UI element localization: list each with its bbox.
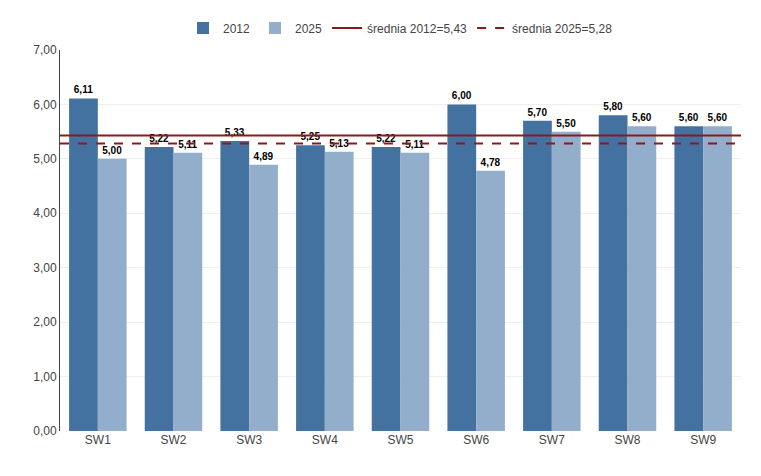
svg-text:SW9: SW9 [690,433,716,447]
svg-text:SW5: SW5 [387,433,413,447]
svg-text:SW4: SW4 [312,433,338,447]
svg-text:4,78: 4,78 [481,157,501,168]
svg-text:2012: 2012 [223,22,250,36]
svg-text:6,11: 6,11 [74,84,93,95]
svg-text:5,13: 5,13 [329,138,349,149]
svg-text:SW6: SW6 [463,433,489,447]
svg-text:0,00: 0,00 [33,424,57,438]
svg-text:SW1: SW1 [85,433,111,447]
svg-text:3,00: 3,00 [33,261,57,275]
svg-text:5,60: 5,60 [632,112,652,123]
svg-text:1,00: 1,00 [33,370,57,384]
svg-text:7,00: 7,00 [33,43,57,57]
svg-text:5,22: 5,22 [376,133,396,144]
svg-text:5,60: 5,60 [679,112,699,123]
svg-text:5,60: 5,60 [708,112,728,123]
svg-text:5,33: 5,33 [225,127,245,138]
svg-text:5,80: 5,80 [603,101,623,112]
svg-text:4,89: 4,89 [254,151,274,162]
svg-text:SW3: SW3 [236,433,262,447]
svg-text:5,11: 5,11 [405,139,424,150]
svg-text:2025: 2025 [295,22,322,36]
svg-text:5,70: 5,70 [528,107,548,118]
svg-text:SW8: SW8 [614,433,640,447]
svg-text:średnia 2025=5,28: średnia 2025=5,28 [512,22,612,36]
svg-text:średnia 2012=5,43: średnia 2012=5,43 [367,22,467,36]
svg-text:6,00: 6,00 [452,90,472,101]
svg-text:5,22: 5,22 [149,133,169,144]
svg-text:4,00: 4,00 [33,206,57,220]
svg-text:5,00: 5,00 [33,152,57,166]
svg-text:5,00: 5,00 [102,145,122,156]
svg-text:SW7: SW7 [539,433,565,447]
svg-text:5,25: 5,25 [301,131,321,142]
svg-text:5,50: 5,50 [556,118,576,129]
svg-text:2,00: 2,00 [33,315,57,329]
svg-text:SW2: SW2 [160,433,186,447]
svg-text:5,11: 5,11 [178,139,197,150]
svg-text:6,00: 6,00 [33,98,57,112]
